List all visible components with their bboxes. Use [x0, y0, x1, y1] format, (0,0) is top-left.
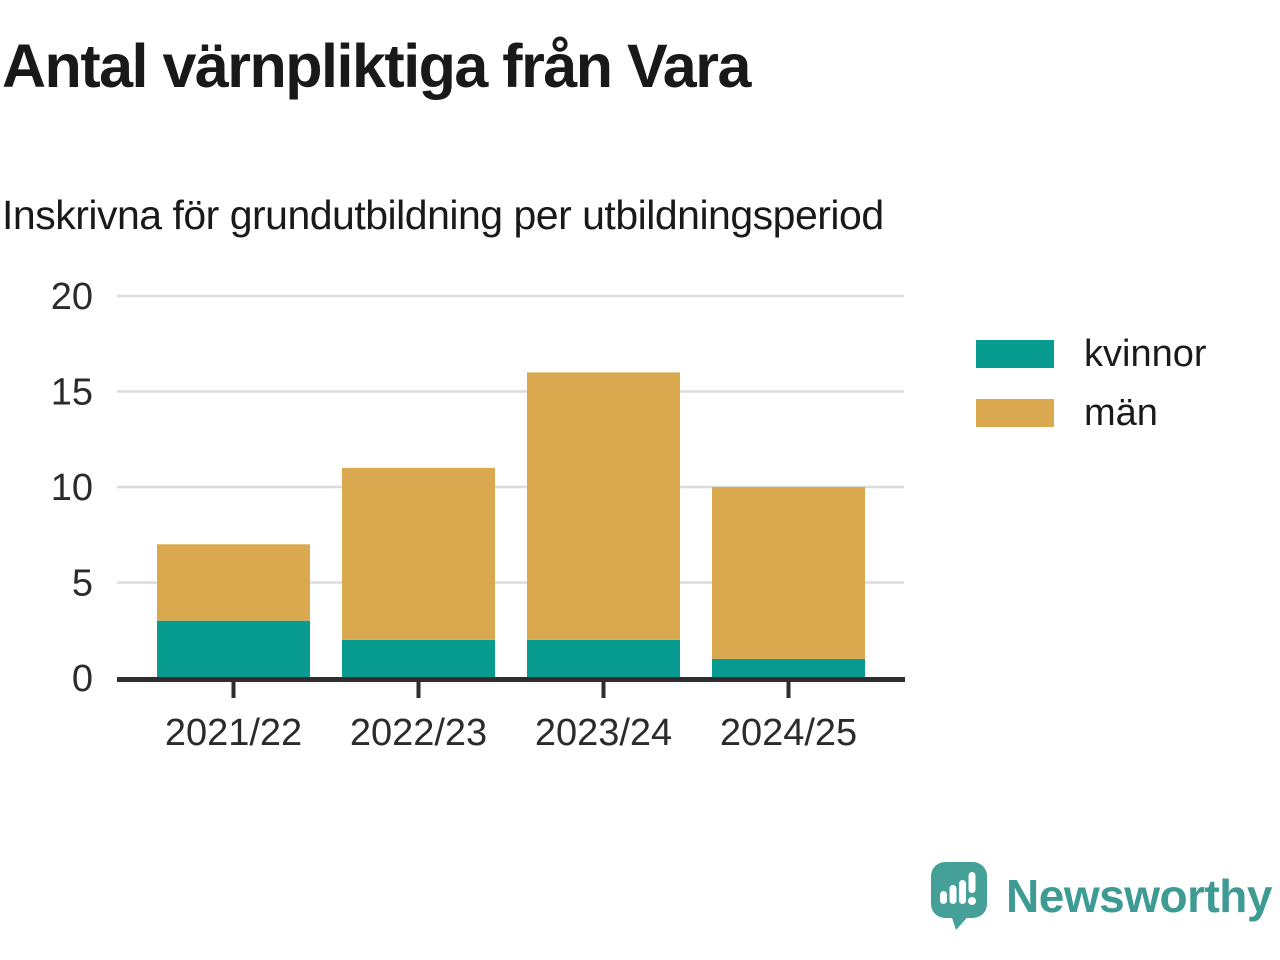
- y-axis-tick-label-10: 10: [51, 467, 93, 509]
- y-axis-tick-label-15: 15: [51, 372, 93, 414]
- newsworthy-wordmark: Newsworthy: [1006, 870, 1272, 922]
- legend-label: kvinnor: [1084, 332, 1207, 375]
- bar-segment-kvinnor-2024/25: [712, 658, 865, 678]
- legend-label: män: [1084, 391, 1158, 434]
- bar-segment-män-2022/23: [342, 467, 495, 640]
- bar-segment-män-2021/22: [157, 544, 310, 621]
- chart-subtitle: Inskrivna för grundutbildning per utbild…: [2, 192, 884, 238]
- chart-title: Antal värnpliktiga från Vara: [2, 32, 751, 100]
- x-axis-tick-label: 2024/25: [720, 712, 857, 754]
- legend-item-kvinnor: kvinnor: [976, 329, 1207, 379]
- newsworthy-logo-icon: [931, 862, 988, 930]
- y-axis-tick-label-20: 20: [51, 276, 93, 318]
- newsworthy-branding: Newsworthy: [928, 860, 1272, 932]
- bar-segment-kvinnor-2021/22: [157, 620, 310, 678]
- legend-swatch-kvinnor: [976, 340, 1054, 368]
- x-axis-tick-label: 2022/23: [350, 712, 487, 754]
- bar-segment-män-2023/24: [527, 372, 680, 640]
- y-axis-tick-label-5: 5: [72, 563, 93, 605]
- bar-segment-kvinnor-2022/23: [342, 639, 495, 678]
- legend-swatch-man: [976, 399, 1054, 427]
- legend-item-man: män: [976, 388, 1207, 438]
- y-axis-tick-label-0: 0: [72, 658, 93, 700]
- bar-segment-kvinnor-2023/24: [527, 639, 680, 678]
- x-axis-tick-label: 2023/24: [535, 712, 672, 754]
- x-axis-tick-label: 2021/22: [165, 712, 302, 754]
- chart-legend: kvinnor män: [976, 329, 1207, 438]
- bar-segment-män-2024/25: [712, 487, 865, 659]
